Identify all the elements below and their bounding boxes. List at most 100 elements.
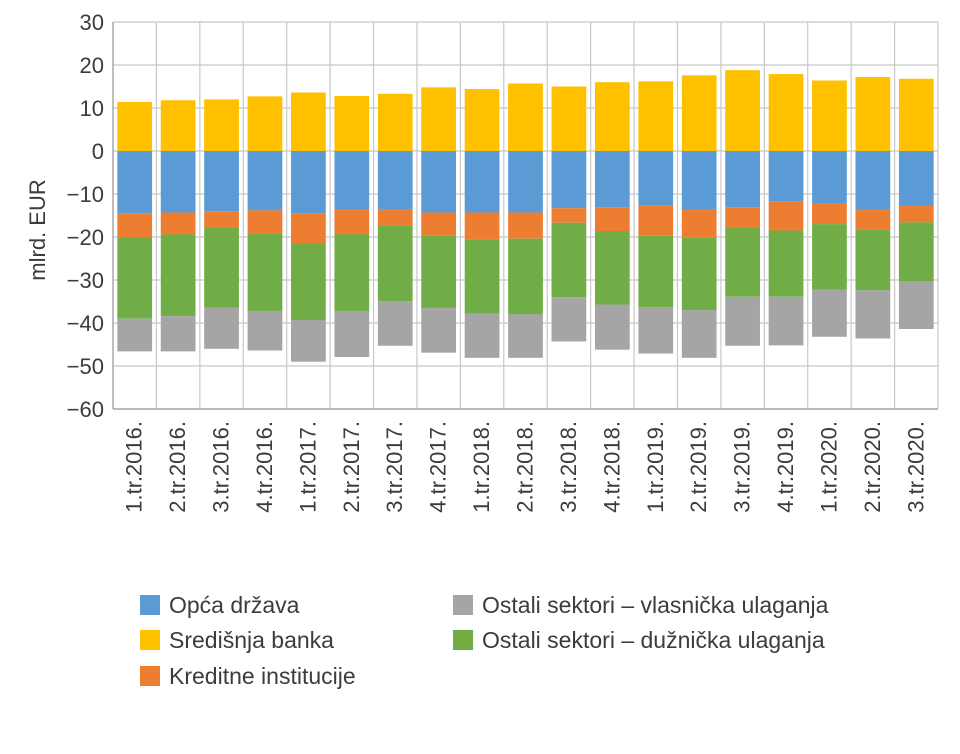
bar-sredisnja-banka <box>681 75 717 151</box>
bar-kreditne-institucije <box>377 209 413 226</box>
bar-ostali-sektori-vlasnicka-ulaganja <box>855 290 891 339</box>
x-tick-label: 3.tr.2017. <box>382 421 407 513</box>
legend-swatch <box>140 630 160 650</box>
bar-ostali-sektori-duznicka-ulaganja <box>334 234 370 311</box>
bar-opca-drzava <box>160 151 196 213</box>
bar-ostali-sektori-duznicka-ulaganja <box>160 234 196 317</box>
bar-kreditne-institucije <box>117 213 153 238</box>
bar-opca-drzava <box>334 151 370 210</box>
bar-opca-drzava <box>508 151 543 213</box>
legend: Opća država Ostali sektori – vlasnička ul… <box>140 592 829 689</box>
bar-kreditne-institucije <box>464 212 500 240</box>
bar-ostali-sektori-vlasnicka-ulaganja <box>594 304 630 350</box>
bar-sredisnja-banka <box>594 82 630 151</box>
x-tick-label: 4.tr.2018. <box>599 421 624 513</box>
bar-opca-drzava <box>638 151 674 206</box>
legend-label: Ostali sektori – vlasnička ulaganja <box>482 592 829 618</box>
bar-opca-drzava <box>117 151 153 214</box>
bar-sredisnja-banka <box>508 83 543 151</box>
bar-opca-drzava <box>594 151 630 208</box>
x-tick-label: 2.tr.2019. <box>686 421 711 513</box>
bar-kreditne-institucije <box>247 210 283 234</box>
bar-kreditne-institucije <box>898 206 934 223</box>
bar-ostali-sektori-vlasnicka-ulaganja <box>117 318 153 352</box>
bar-ostali-sektori-duznicka-ulaganja <box>638 235 674 308</box>
x-tick-label: 3.tr.2020. <box>903 421 928 513</box>
bar-kreditne-institucije <box>725 207 760 228</box>
bar-kreditne-institucije <box>638 205 674 236</box>
x-tick-labels: 1.tr.2016. 2.tr.2016. 3.tr.2016. 4.tr.2016.… <box>122 421 929 513</box>
bar-opca-drzava <box>551 151 587 209</box>
x-tick-label: 1.tr.2017. <box>295 421 320 513</box>
bar-ostali-sektori-duznicka-ulaganja <box>898 222 934 282</box>
bar-sredisnja-banka <box>334 95 370 151</box>
x-tick-label: 1.tr.2016. <box>122 421 147 513</box>
bar-sredisnja-banka <box>247 96 283 151</box>
bar-opca-drzava <box>768 151 804 202</box>
bar-sredisnja-banka <box>117 101 153 151</box>
y-tick-label: −30 <box>67 268 104 293</box>
bars <box>117 70 934 362</box>
x-tick-label: 3.tr.2018. <box>556 421 581 513</box>
bar-ostali-sektori-vlasnicka-ulaganja <box>464 313 500 358</box>
bar-ostali-sektori-duznicka-ulaganja <box>117 237 153 319</box>
bar-sredisnja-banka <box>291 92 326 151</box>
bar-sredisnja-banka <box>464 89 500 151</box>
legend-label: Središnja banka <box>169 627 334 653</box>
legend-label: Opća država <box>169 592 300 618</box>
bar-ostali-sektori-vlasnicka-ulaganja <box>421 307 457 353</box>
bar-sredisnja-banka <box>898 78 934 151</box>
bar-ostali-sektori-duznicka-ulaganja <box>768 230 804 297</box>
x-tick-label: 1.tr.2020. <box>816 421 841 513</box>
legend-label: Kreditne institucije <box>169 663 356 689</box>
bar-sredisnja-banka <box>812 80 847 151</box>
bar-sredisnja-banka <box>551 86 587 151</box>
legend-swatch <box>453 630 473 650</box>
bar-opca-drzava <box>247 151 283 211</box>
bar-ostali-sektori-vlasnicka-ulaganja <box>638 307 674 354</box>
bar-ostali-sektori-duznicka-ulaganja <box>291 243 326 320</box>
bar-opca-drzava <box>377 151 413 210</box>
x-tick-label: 2.tr.2016. <box>165 421 190 513</box>
bar-opca-drzava <box>812 151 847 204</box>
bar-ostali-sektori-vlasnicka-ulaganja <box>551 297 587 342</box>
y-tick-label: −50 <box>67 354 104 379</box>
bar-sredisnja-banka <box>725 70 760 151</box>
bar-ostali-sektori-vlasnicka-ulaganja <box>812 289 847 337</box>
bar-opca-drzava <box>291 151 326 214</box>
bar-ostali-sektori-vlasnicka-ulaganja <box>204 307 239 349</box>
bar-sredisnja-banka <box>855 77 891 151</box>
legend-item-opca-drzava: Opća država <box>140 592 300 618</box>
legend-swatch <box>453 595 473 615</box>
bar-ostali-sektori-vlasnicka-ulaganja <box>898 281 934 330</box>
bar-ostali-sektori-vlasnicka-ulaganja <box>334 310 370 357</box>
x-tick-label: 3.tr.2016. <box>209 421 234 513</box>
bar-ostali-sektori-vlasnicka-ulaganja <box>247 310 283 351</box>
bar-sredisnja-banka <box>204 99 239 151</box>
bar-ostali-sektori-duznicka-ulaganja <box>464 239 500 314</box>
bar-sredisnja-banka <box>768 74 804 151</box>
bar-kreditne-institucije <box>160 212 196 235</box>
bar-ostali-sektori-duznicka-ulaganja <box>247 233 283 311</box>
bar-ostali-sektori-duznicka-ulaganja <box>594 230 630 305</box>
x-tick-label: 2.tr.2017. <box>339 421 364 513</box>
y-tick-label: 10 <box>80 96 104 121</box>
bar-opca-drzava <box>725 151 760 208</box>
bar-ostali-sektori-duznicka-ulaganja <box>551 222 587 298</box>
legend-swatch <box>140 595 160 615</box>
bar-sredisnja-banka <box>421 87 457 151</box>
bar-ostali-sektori-duznicka-ulaganja <box>812 224 847 290</box>
legend-label: Ostali sektori – dužnička ulaganja <box>482 627 825 653</box>
x-tick-label: 2.tr.2018. <box>513 421 538 513</box>
bar-kreditne-institucije <box>291 213 326 244</box>
legend-item-ostali-sektori-vlasnicka-ulaganja: Ostali sektori – vlasnička ulaganja <box>453 592 829 618</box>
bar-kreditne-institucije <box>768 201 804 231</box>
bar-kreditne-institucije <box>551 208 587 223</box>
bar-opca-drzava <box>855 151 891 210</box>
bar-sredisnja-banka <box>377 93 413 151</box>
y-tick-label: 20 <box>80 53 104 78</box>
bar-kreditne-institucije <box>681 209 717 238</box>
x-tick-label: 4.tr.2017. <box>426 421 451 513</box>
legend-item-ostali-sektori-duznicka-ulaganja: Ostali sektori – dužnička ulaganja <box>453 627 825 653</box>
